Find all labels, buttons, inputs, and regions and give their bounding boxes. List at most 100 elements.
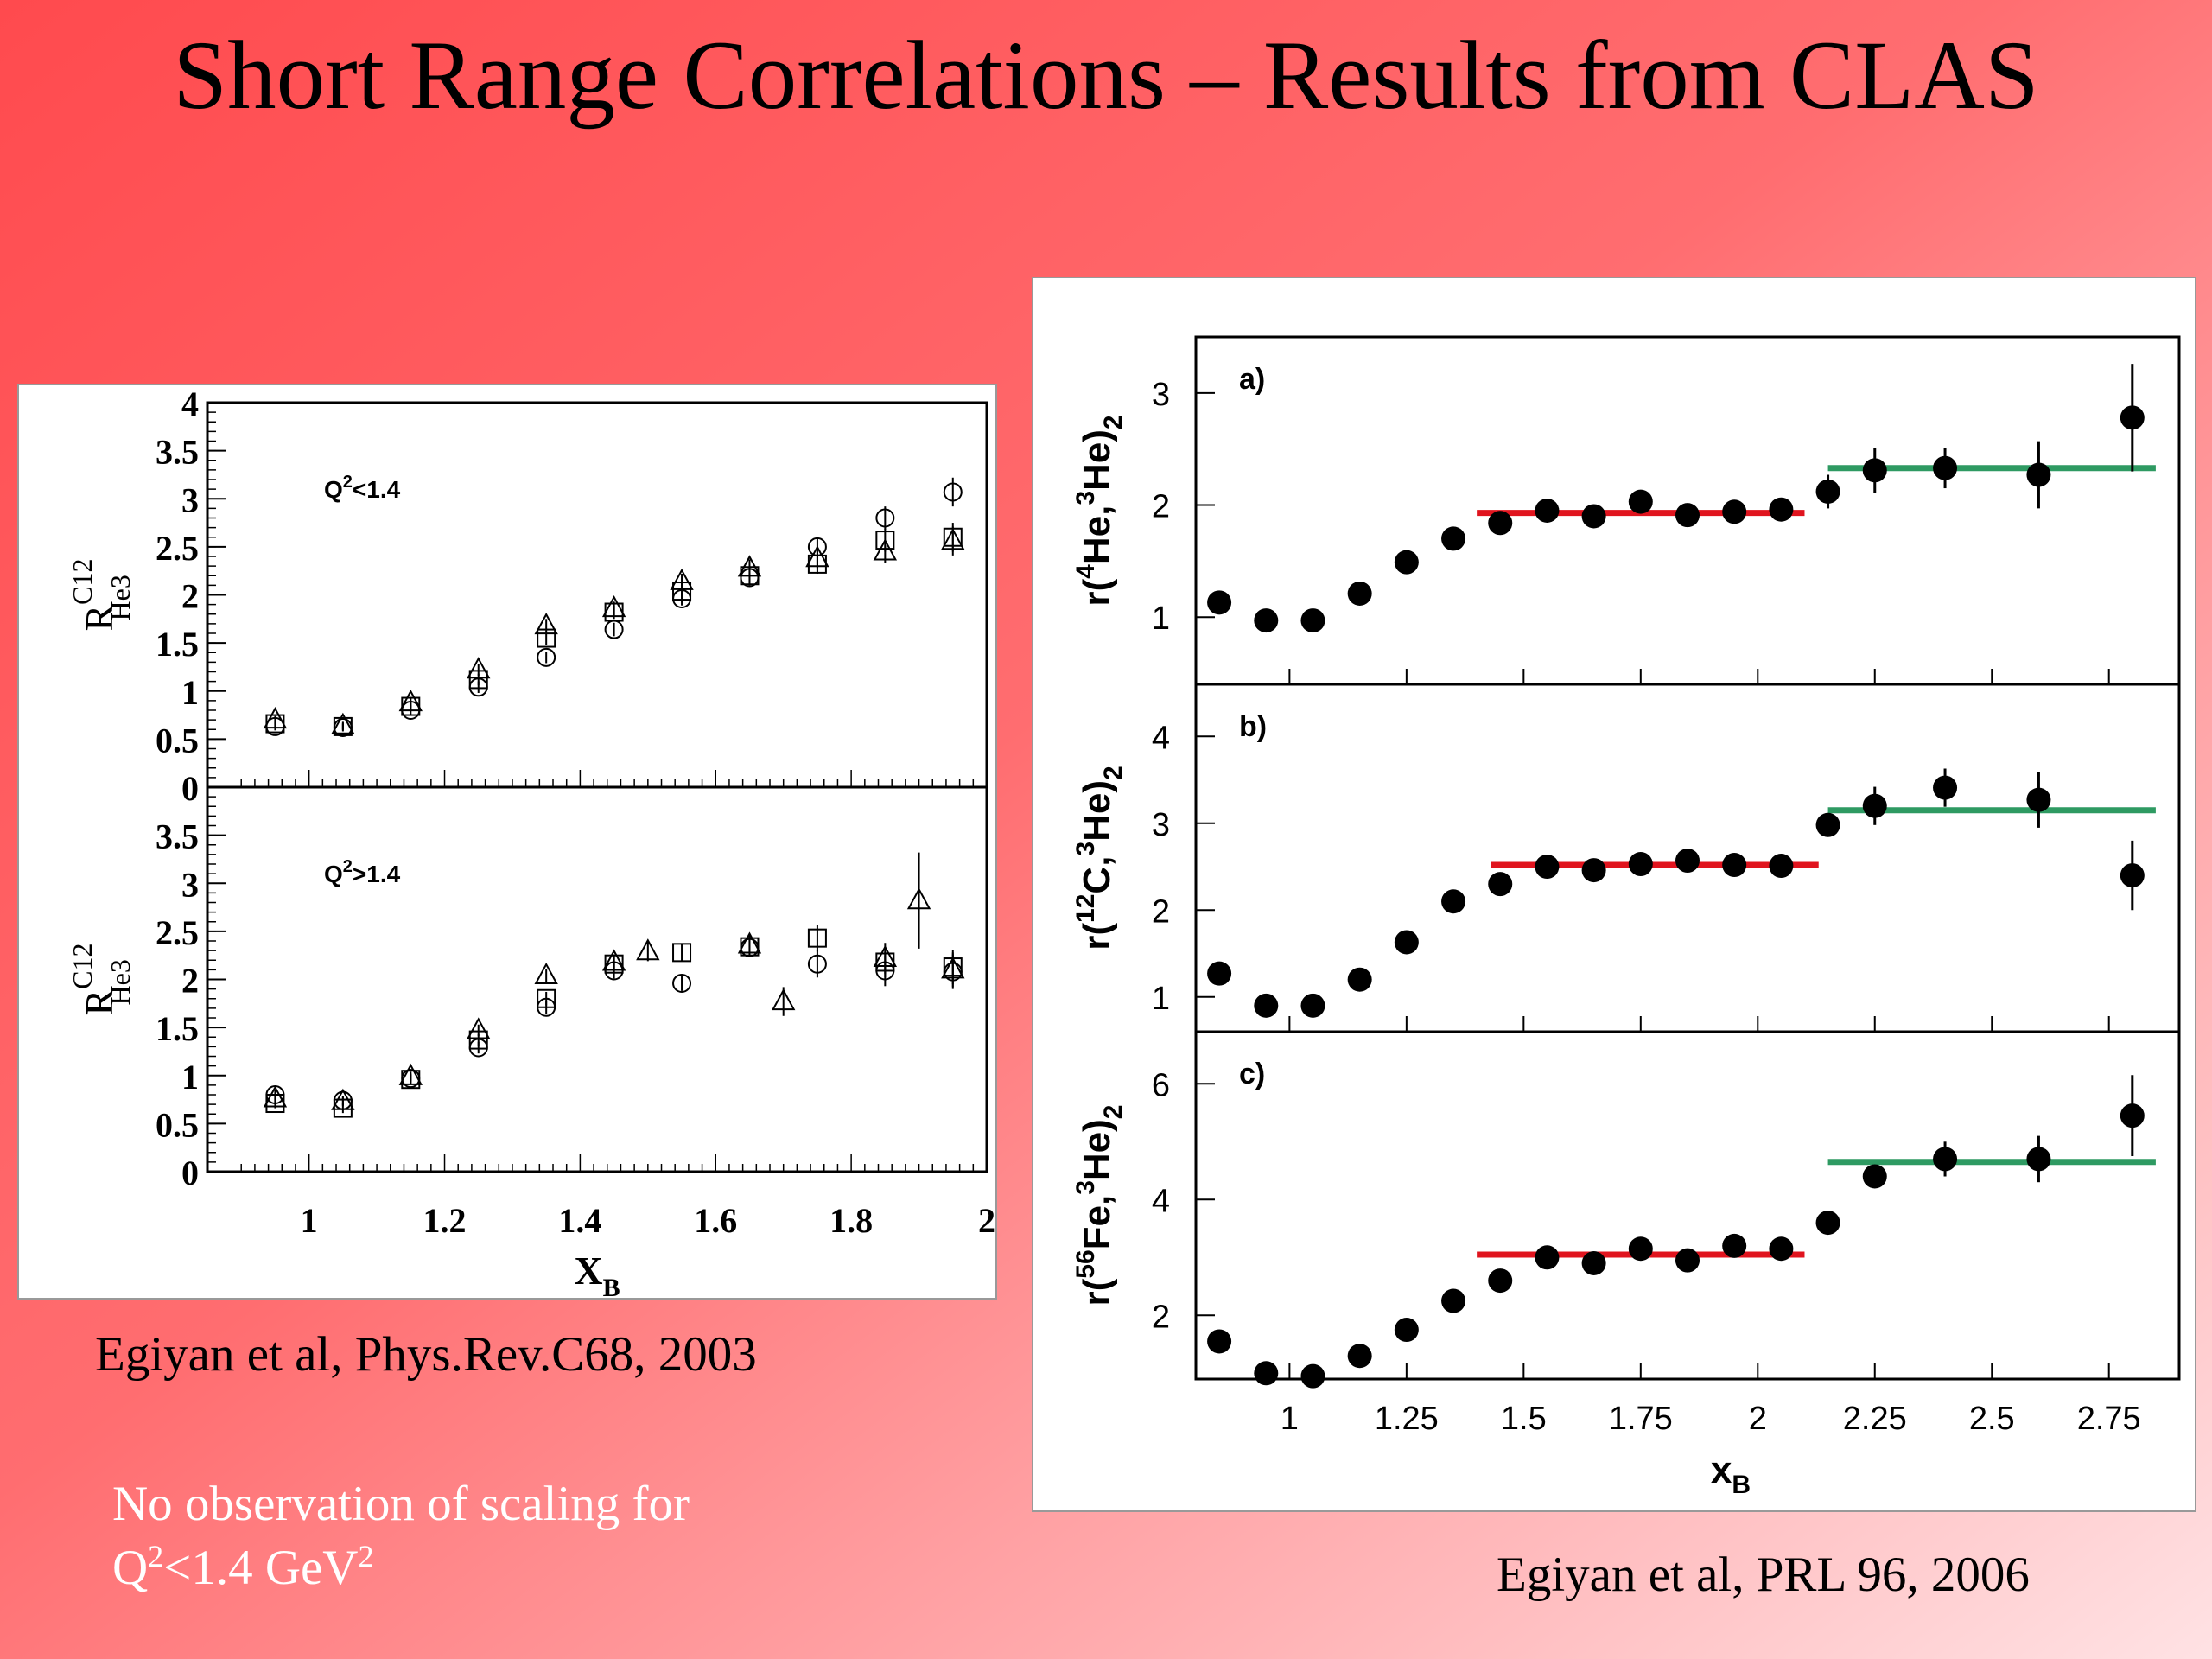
data-point xyxy=(1722,499,1747,524)
ylabel-sup2: 3 xyxy=(1071,1180,1100,1195)
data-point-triangle xyxy=(331,712,355,734)
y-tick-label: 0.5 xyxy=(156,721,199,760)
ylabel-sup1: 12 xyxy=(1071,894,1100,923)
ylabel-open: r( xyxy=(1076,578,1118,606)
y-tick-label: 1 xyxy=(1152,981,1170,1017)
data-point xyxy=(1675,503,1700,528)
data-point-triangle xyxy=(873,944,898,968)
data-point-triangle xyxy=(534,962,558,985)
y-tick-label: 4 xyxy=(181,385,199,423)
data-point xyxy=(1207,1329,1232,1354)
xlabel-sub: B xyxy=(1732,1471,1751,1499)
y-axis-label: r(12C,3He)2 xyxy=(1071,766,1128,950)
plot-frame xyxy=(206,785,988,1173)
ylabel-sub: 2 xyxy=(1099,766,1128,780)
right-figure: a)123r(4He,3He)2b)1234r(12C,3He)2c)246r(… xyxy=(1071,335,2181,1499)
note-mid: <1.4 GeV xyxy=(163,1540,359,1595)
data-point-triangle xyxy=(906,887,931,910)
data-point xyxy=(1254,993,1279,1018)
ylabel-base: R xyxy=(77,989,121,1016)
data-point xyxy=(1488,511,1513,536)
scaling-note-line2: Q2<1.4 GeV2 xyxy=(112,1536,690,1600)
data-point xyxy=(1535,1245,1560,1270)
data-point xyxy=(1394,930,1419,955)
data-point xyxy=(1207,590,1232,615)
x-tick-label: 1.6 xyxy=(694,1201,737,1240)
x-tick-label: 1.4 xyxy=(558,1201,601,1240)
data-point xyxy=(2120,1103,2145,1128)
data-point-circle xyxy=(807,954,827,974)
annotation-sup: 2 xyxy=(343,857,353,876)
data-point xyxy=(1441,526,1466,551)
data-point-triangle xyxy=(467,1017,491,1039)
ylabel-sup: C12 xyxy=(67,943,98,988)
plot-frame xyxy=(206,401,988,789)
data-point-triangle xyxy=(805,545,830,568)
data-point xyxy=(1581,504,1606,529)
right-figure-caption: Egiyan et al, PRL 96, 2006 xyxy=(1497,1548,2030,1602)
ylabel-mid: Fe, xyxy=(1076,1195,1118,1250)
data-point-circle xyxy=(537,647,556,667)
data-point xyxy=(1300,993,1325,1018)
data-point xyxy=(1394,550,1419,575)
data-point-circle xyxy=(875,508,895,528)
panel-label: a) xyxy=(1239,363,1265,396)
data-point xyxy=(1581,858,1606,883)
ylabel-sub: He3 xyxy=(105,575,136,620)
y-tick-label: 3 xyxy=(181,865,199,904)
data-point xyxy=(1628,489,1653,514)
y-tick-label: 1 xyxy=(181,1058,199,1096)
data-point xyxy=(1815,1211,1840,1236)
ylabel-base: R xyxy=(77,605,121,632)
data-point-triangle xyxy=(601,949,626,971)
data-point xyxy=(1488,1268,1513,1294)
x-tick-label: 1.75 xyxy=(1609,1401,1673,1437)
data-point xyxy=(1394,1318,1419,1343)
slide-title: Short Range Correlations – Results from … xyxy=(173,22,2039,130)
data-point xyxy=(1207,961,1232,986)
ylabel-sup2: 3 xyxy=(1071,842,1100,856)
y-tick-label: 3 xyxy=(1152,377,1170,413)
x-tick-label: 2.75 xyxy=(2077,1401,2141,1437)
data-point xyxy=(1488,872,1513,897)
y-tick-label: 1.5 xyxy=(156,1009,199,1048)
data-point xyxy=(1769,497,1794,522)
x-tick-label: 1.5 xyxy=(1501,1401,1547,1437)
note-sup2: 2 xyxy=(358,1538,374,1573)
data-point-triangle xyxy=(772,988,796,1011)
y-tick-label: 3.5 xyxy=(156,817,199,856)
ylabel-mid: C, xyxy=(1076,856,1118,894)
data-point-square xyxy=(537,988,556,1008)
data-point-square xyxy=(672,943,692,963)
data-point-triangle xyxy=(467,657,491,679)
data-point xyxy=(1628,1236,1653,1262)
y-axis-label: RC12 He3 xyxy=(67,943,136,1015)
data-point xyxy=(1815,479,1840,504)
data-point xyxy=(1441,1288,1466,1313)
y-tick-label: 6 xyxy=(1152,1067,1170,1103)
x-tick-label: 2.25 xyxy=(1843,1401,1907,1437)
left-figure-caption: Egiyan et al, Phys.Rev.C68, 2003 xyxy=(95,1327,757,1382)
data-point xyxy=(1535,499,1560,523)
data-point xyxy=(1933,455,1958,480)
data-point-triangle xyxy=(263,1085,288,1108)
y-tick-label: 3 xyxy=(1152,807,1170,843)
data-point-triangle xyxy=(670,568,694,590)
plot-frame xyxy=(1194,1030,2181,1381)
scaling-note: No observation of scaling for Q2<1.4 GeV… xyxy=(112,1473,690,1600)
data-point xyxy=(1254,1361,1279,1386)
y-tick-label: 3.5 xyxy=(156,433,199,472)
y-tick-label: 2.5 xyxy=(156,913,199,952)
data-point-triangle xyxy=(941,957,965,979)
y-tick-label: 0 xyxy=(181,769,199,808)
data-point-triangle xyxy=(601,594,626,618)
x-tick-label: 2 xyxy=(1749,1401,1767,1437)
y-tick-label: 1 xyxy=(181,673,199,712)
data-point-circle xyxy=(943,482,963,502)
data-point-triangle xyxy=(737,555,762,577)
y-tick-label: 2 xyxy=(1152,893,1170,930)
data-point xyxy=(1862,1164,1887,1189)
